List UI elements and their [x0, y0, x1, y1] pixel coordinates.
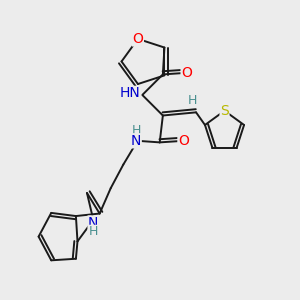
Text: N: N	[88, 216, 98, 230]
Text: H: H	[188, 94, 198, 107]
Text: O: O	[178, 134, 189, 148]
Text: H: H	[88, 225, 98, 239]
Text: O: O	[181, 66, 192, 80]
Text: N: N	[131, 134, 141, 148]
Text: HN: HN	[120, 86, 141, 100]
Text: S: S	[220, 104, 229, 118]
Text: H: H	[131, 124, 141, 137]
Text: O: O	[133, 32, 143, 46]
